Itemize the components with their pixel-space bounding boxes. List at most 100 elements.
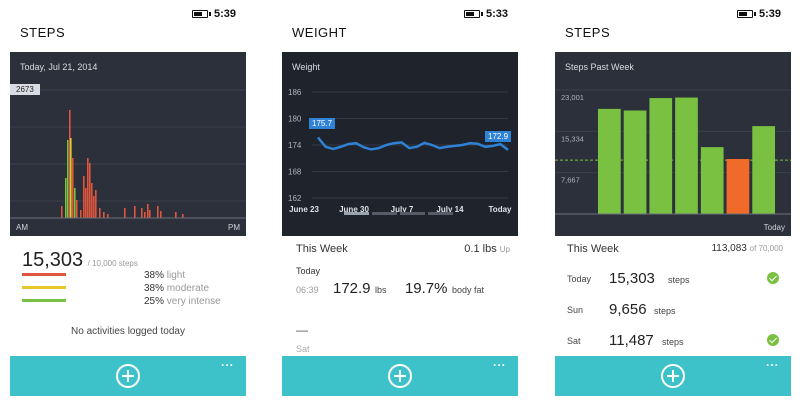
intraday-svg	[10, 89, 246, 219]
steps-week-screen: 5:39 STEPS Steps Past Week 23,001 15,334 7…	[545, 0, 800, 402]
goal-check-icon	[767, 334, 779, 346]
app-bar: ...	[555, 355, 791, 396]
week-change-direction: Up	[499, 245, 510, 254]
legend-light-pct: 38%	[144, 270, 165, 281]
more-button[interactable]: ...	[492, 355, 506, 369]
weight-entry[interactable]: 06:39 172.9 lbs 19.7% body fat	[296, 280, 484, 298]
week-total: 113,083 of 70,000	[711, 243, 783, 254]
activity-bar	[87, 158, 89, 218]
axis-am: AM	[16, 223, 28, 232]
day-steps-unit: steps	[654, 306, 676, 316]
more-button[interactable]: ...	[765, 355, 779, 369]
activity-bar	[69, 110, 71, 218]
x-tick-label: June 23	[289, 205, 319, 214]
weight-screen: 5:33 WEIGHT Weight 186 180 174 168 162 June …	[272, 0, 528, 402]
legend-light: 38% light	[144, 270, 185, 281]
activity-bar	[147, 204, 149, 218]
y-tick-label: 174	[288, 141, 302, 150]
day-steps-value: 9,656	[609, 301, 647, 318]
page-dot[interactable]	[372, 212, 397, 215]
intense-swatch	[22, 299, 66, 302]
activity-bar	[85, 188, 87, 218]
week-label: This Week	[296, 243, 348, 255]
week-change-value: 0.1 lbs	[464, 243, 497, 255]
clock: 5:39	[213, 8, 236, 20]
start-weight-label: 175.7	[309, 118, 336, 129]
activity-bar	[61, 206, 63, 218]
today-axis-label: Today	[763, 223, 785, 232]
end-weight-label: 172.9	[485, 131, 512, 142]
activity-bar	[103, 212, 105, 218]
activity-bar	[182, 214, 184, 218]
x-tick-label: Today	[489, 205, 513, 214]
activity-bar	[74, 188, 76, 218]
day-steps-unit: steps	[668, 275, 690, 285]
app-bar: ...	[282, 355, 518, 396]
chart-date: Today, Jul 21, 2014	[20, 62, 98, 72]
week-label: This Week	[567, 243, 619, 255]
no-activities-message: No activities logged today	[71, 326, 185, 337]
weight-chart[interactable]: Weight 186 180 174 168 162 June 23 June 30 Jul…	[282, 52, 518, 236]
y-tick-label: 180	[288, 115, 302, 124]
entry-body-fat-unit: body fat	[451, 285, 484, 295]
axis-pm: PM	[228, 223, 240, 232]
activity-bar	[134, 206, 136, 218]
day-label: Sat	[567, 336, 581, 346]
entry-weight-unit: lbs	[374, 285, 387, 295]
page-dot-active[interactable]	[344, 212, 369, 215]
activity-bar	[65, 178, 67, 218]
day-bar	[700, 147, 724, 214]
steps-goal: / 10,000 steps	[87, 259, 138, 268]
add-button[interactable]	[661, 364, 685, 388]
activity-bar	[91, 183, 93, 218]
legend-intense-pct: 25%	[144, 296, 165, 307]
week-total-value: 113,083	[711, 243, 747, 254]
chart-title: Weight	[292, 62, 320, 72]
activity-bar	[175, 212, 177, 218]
more-button[interactable]: ...	[220, 355, 234, 369]
day-label: Sun	[567, 305, 584, 315]
intraday-steps-chart[interactable]: Today, Jul 21, 2014 2673 AM PM	[10, 52, 246, 236]
day-steps-value: 15,303	[609, 270, 655, 287]
chart-title: Steps Past Week	[565, 62, 634, 72]
activity-bar	[67, 140, 69, 218]
page-dot[interactable]	[400, 212, 425, 215]
activity-bar	[89, 163, 91, 218]
activity-bar	[124, 208, 126, 218]
add-button[interactable]	[388, 364, 412, 388]
activity-bar	[83, 176, 85, 218]
legend-intense-label: very intense	[166, 296, 221, 307]
y-tick-label: 23,001	[561, 93, 584, 102]
activity-bar	[107, 214, 109, 218]
page-dot[interactable]	[428, 212, 453, 215]
page-title: WEIGHT	[292, 25, 347, 40]
day-bar	[598, 108, 621, 214]
status-bar: 5:39	[191, 8, 236, 20]
day-bar	[623, 110, 647, 214]
page-title: STEPS	[20, 25, 66, 40]
battery-icon	[736, 10, 756, 18]
steps-today-screen: 5:39 STEPS Today, Jul 21, 2014 2673 AM P…	[0, 0, 256, 402]
week-total-goal: of 70,000	[749, 244, 783, 253]
activity-bar	[80, 210, 82, 218]
activity-bar	[141, 208, 143, 218]
activity-bar	[76, 200, 78, 218]
week-change: 0.1 lbs Up	[464, 243, 510, 255]
entry-time: 06:39	[296, 285, 319, 295]
activity-bar	[99, 208, 101, 218]
goal-check-icon	[767, 272, 779, 284]
legend-moderate: 38% moderate	[144, 283, 209, 294]
clock: 5:39	[758, 8, 781, 20]
activity-bar	[160, 211, 162, 218]
x-tick-label: July 7	[391, 205, 414, 214]
sat-label: Sat	[296, 344, 310, 354]
add-button[interactable]	[116, 364, 140, 388]
legend-moderate-pct: 38%	[144, 283, 165, 294]
legend-moderate-label: moderate	[166, 283, 210, 294]
day-bar	[649, 98, 673, 214]
activity-bar	[144, 212, 146, 218]
weekly-steps-chart[interactable]: Steps Past Week 23,001 15,334 7,667 Today	[555, 52, 791, 236]
x-tick-label: June 30	[339, 205, 369, 214]
status-bar: 5:39	[736, 8, 781, 20]
y-tick-label: 168	[288, 168, 302, 177]
